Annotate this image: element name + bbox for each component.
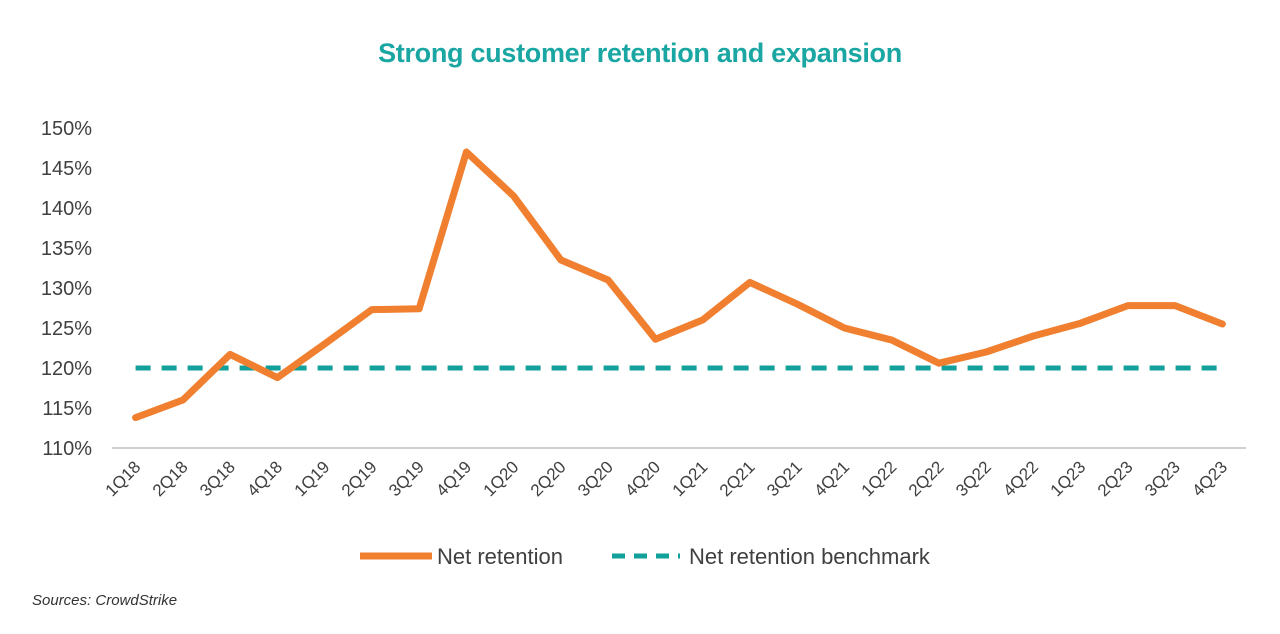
x-tick-label: 3Q22 [952,457,995,500]
y-tick-label: 145% [41,158,92,180]
x-tick-label: 4Q20 [621,457,664,500]
x-tick-label: 1Q20 [480,457,523,500]
x-tick-label: 4Q18 [243,457,286,500]
x-tick-label: 3Q20 [574,457,617,500]
x-tick-label: 1Q21 [669,457,712,500]
y-tick-label: 130% [41,278,92,300]
x-tick-label: 2Q21 [716,457,759,500]
y-tick-label: 140% [41,198,92,220]
x-tick-label: 3Q19 [385,457,428,500]
chart-title: Strong customer retention and expansion [378,38,902,68]
x-tick-label: 4Q19 [432,457,475,500]
legend-label-benchmark: Net retention benchmark [689,544,931,569]
legend: Net retention Net retention benchmark [360,544,931,569]
x-tick-label: 1Q18 [102,457,145,500]
x-tick-label: 4Q22 [999,457,1042,500]
x-tick-label: 2Q18 [149,457,192,500]
x-tick-label: 3Q21 [763,457,806,500]
x-axis: 1Q18 2Q18 3Q18 4Q18 1Q19 2Q19 3Q19 4Q19 1Q20 2Q20… [102,447,1246,500]
y-tick-label: 150% [41,118,92,140]
x-tick-label: 1Q23 [1047,457,1090,500]
x-tick-label: 4Q23 [1188,457,1231,500]
x-tick-label: 2Q19 [338,457,381,500]
series-line-net-retention [132,148,1226,422]
y-tick-label: 135% [41,238,92,260]
x-tick-label: 2Q23 [1094,457,1137,500]
y-axis: 110% 115% 120% 125% 130% 135% 140% 145% 150% [41,118,92,460]
y-tick-label: 125% [41,318,92,340]
x-tick-label: 4Q21 [810,457,853,500]
x-tick-label: 2Q22 [905,457,948,500]
series-lines [132,148,1226,422]
x-tick-label: 3Q23 [1141,457,1184,500]
x-tick-label: 2Q20 [527,457,570,500]
source-note: Sources: CrowdStrike [32,592,178,609]
y-tick-label: 120% [41,358,92,380]
y-tick-label: 115% [42,398,92,420]
x-tick-label: 1Q19 [291,457,334,500]
x-tick-label: 3Q18 [196,457,239,500]
legend-label-net-retention: Net retention [437,544,563,569]
y-tick-label: 110% [42,438,92,460]
x-tick-label: 1Q22 [858,457,901,500]
